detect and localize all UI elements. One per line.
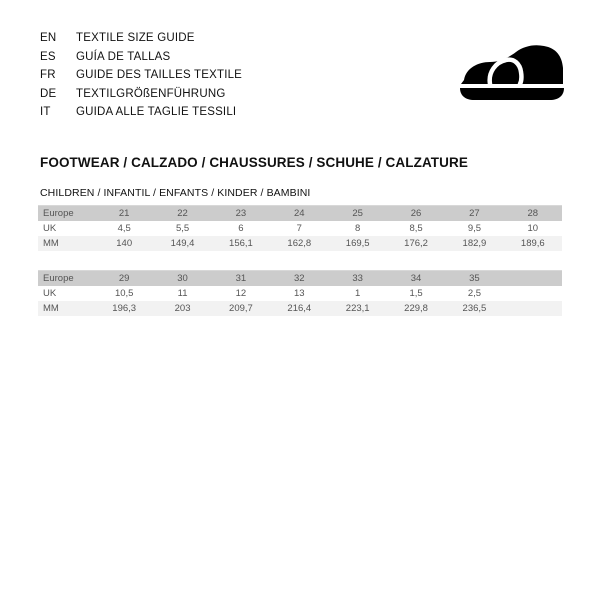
legend-row-de: DE TEXTILGRÖßENFÜHRUNG xyxy=(40,88,370,107)
cell: 35 xyxy=(445,270,504,286)
language-code-de: DE xyxy=(40,87,57,100)
cell: 203 xyxy=(153,301,212,316)
cell: 11 xyxy=(153,286,212,301)
cell: 4,5 xyxy=(95,221,154,236)
cell: 196,3 xyxy=(95,301,154,316)
language-code-en: EN xyxy=(40,32,57,44)
cell xyxy=(503,286,562,301)
cell: 229,8 xyxy=(386,301,446,316)
cell: 140 xyxy=(95,236,154,251)
cell: 33 xyxy=(328,270,387,286)
cell: 216,4 xyxy=(270,301,329,316)
table-row: UK 4,5 5,5 6 7 8 8,5 9,5 10 xyxy=(38,221,562,236)
table-row: Europe 29 30 31 32 33 34 35 xyxy=(38,270,562,286)
cell: 27 xyxy=(445,205,504,221)
legend-row-en: EN TEXTILE SIZE GUIDE xyxy=(40,32,370,51)
language-label-de: TEXTILGRÖßENFÜHRUNG xyxy=(76,87,226,100)
legend-row-fr: FR GUIDE DES TAILLES TEXTILE xyxy=(40,69,370,88)
table-row: MM 140 149,4 156,1 162,8 169,5 176,2 182… xyxy=(38,236,562,251)
language-code-fr: FR xyxy=(40,69,56,81)
cell: 169,5 xyxy=(328,236,387,251)
cell: 21 xyxy=(95,205,154,221)
language-code-it: IT xyxy=(40,106,51,118)
cell: 236,5 xyxy=(445,301,504,316)
cell: 156,1 xyxy=(211,236,271,251)
cell: 5,5 xyxy=(153,221,212,236)
cell: 9,5 xyxy=(445,221,504,236)
cell: 30 xyxy=(153,270,212,286)
language-code-es: ES xyxy=(40,50,56,63)
cell: 31 xyxy=(211,270,271,286)
row-label: Europe xyxy=(38,270,95,286)
baby-shoe-icon xyxy=(452,38,572,108)
cell: 176,2 xyxy=(386,236,446,251)
table-row: UK 10,5 11 12 13 1 1,5 2,5 xyxy=(38,286,562,301)
cell: 7 xyxy=(270,221,329,236)
cell: 209,7 xyxy=(211,301,271,316)
cell: 149,4 xyxy=(153,236,212,251)
cell: 13 xyxy=(270,286,329,301)
cell: 32 xyxy=(270,270,329,286)
row-label: Europe xyxy=(38,205,95,221)
cell: 25 xyxy=(328,205,387,221)
cell: 1 xyxy=(328,286,387,301)
row-label: MM xyxy=(38,236,95,251)
cell: 26 xyxy=(386,205,446,221)
cell: 2,5 xyxy=(445,286,504,301)
cell: 29 xyxy=(95,270,154,286)
row-label: UK xyxy=(38,221,95,236)
table-row: Europe 21 22 23 24 25 26 27 28 xyxy=(38,205,562,221)
cell: 34 xyxy=(386,270,446,286)
page-subtitle: CHILDREN / INFANTIL / ENFANTS / KINDER /… xyxy=(40,187,311,199)
cell: 6 xyxy=(211,221,271,236)
cell: 8,5 xyxy=(386,221,446,236)
cell: 189,6 xyxy=(503,236,562,251)
cell: 22 xyxy=(153,205,212,221)
cell: 12 xyxy=(211,286,271,301)
cell: 182,9 xyxy=(445,236,504,251)
size-table-children-21-28: Europe 21 22 23 24 25 26 27 28 UK 4,5 5,… xyxy=(38,205,562,251)
language-legend: EN TEXTILE SIZE GUIDE ES GUÍA DE TALLAS … xyxy=(40,32,370,125)
cell: 28 xyxy=(503,205,562,221)
cell: 10 xyxy=(503,221,562,236)
cell: 24 xyxy=(270,205,329,221)
language-label-en: TEXTILE SIZE GUIDE xyxy=(76,32,195,44)
cell xyxy=(503,301,562,316)
cell: 223,1 xyxy=(328,301,387,316)
cell: 23 xyxy=(211,205,271,221)
table-row: MM 196,3 203 209,7 216,4 223,1 229,8 236… xyxy=(38,301,562,316)
cell: 10,5 xyxy=(95,286,154,301)
legend-row-it: IT GUIDA ALLE TAGLIE TESSILI xyxy=(40,106,370,125)
cell xyxy=(503,270,562,286)
language-label-es: GUÍA DE TALLAS xyxy=(76,50,171,63)
cell: 8 xyxy=(328,221,387,236)
cell: 1,5 xyxy=(386,286,446,301)
row-label: MM xyxy=(38,301,95,316)
page-title: FOOTWEAR / CALZADO / CHAUSSURES / SCHUHE… xyxy=(40,155,468,170)
size-table-children-29-35: Europe 29 30 31 32 33 34 35 UK 10,5 11 1… xyxy=(38,270,562,316)
language-label-it: GUIDA ALLE TAGLIE TESSILI xyxy=(76,106,237,118)
cell: 162,8 xyxy=(270,236,329,251)
row-label: UK xyxy=(38,286,95,301)
legend-row-es: ES GUÍA DE TALLAS xyxy=(40,51,370,70)
language-label-fr: GUIDE DES TAILLES TEXTILE xyxy=(76,69,243,81)
